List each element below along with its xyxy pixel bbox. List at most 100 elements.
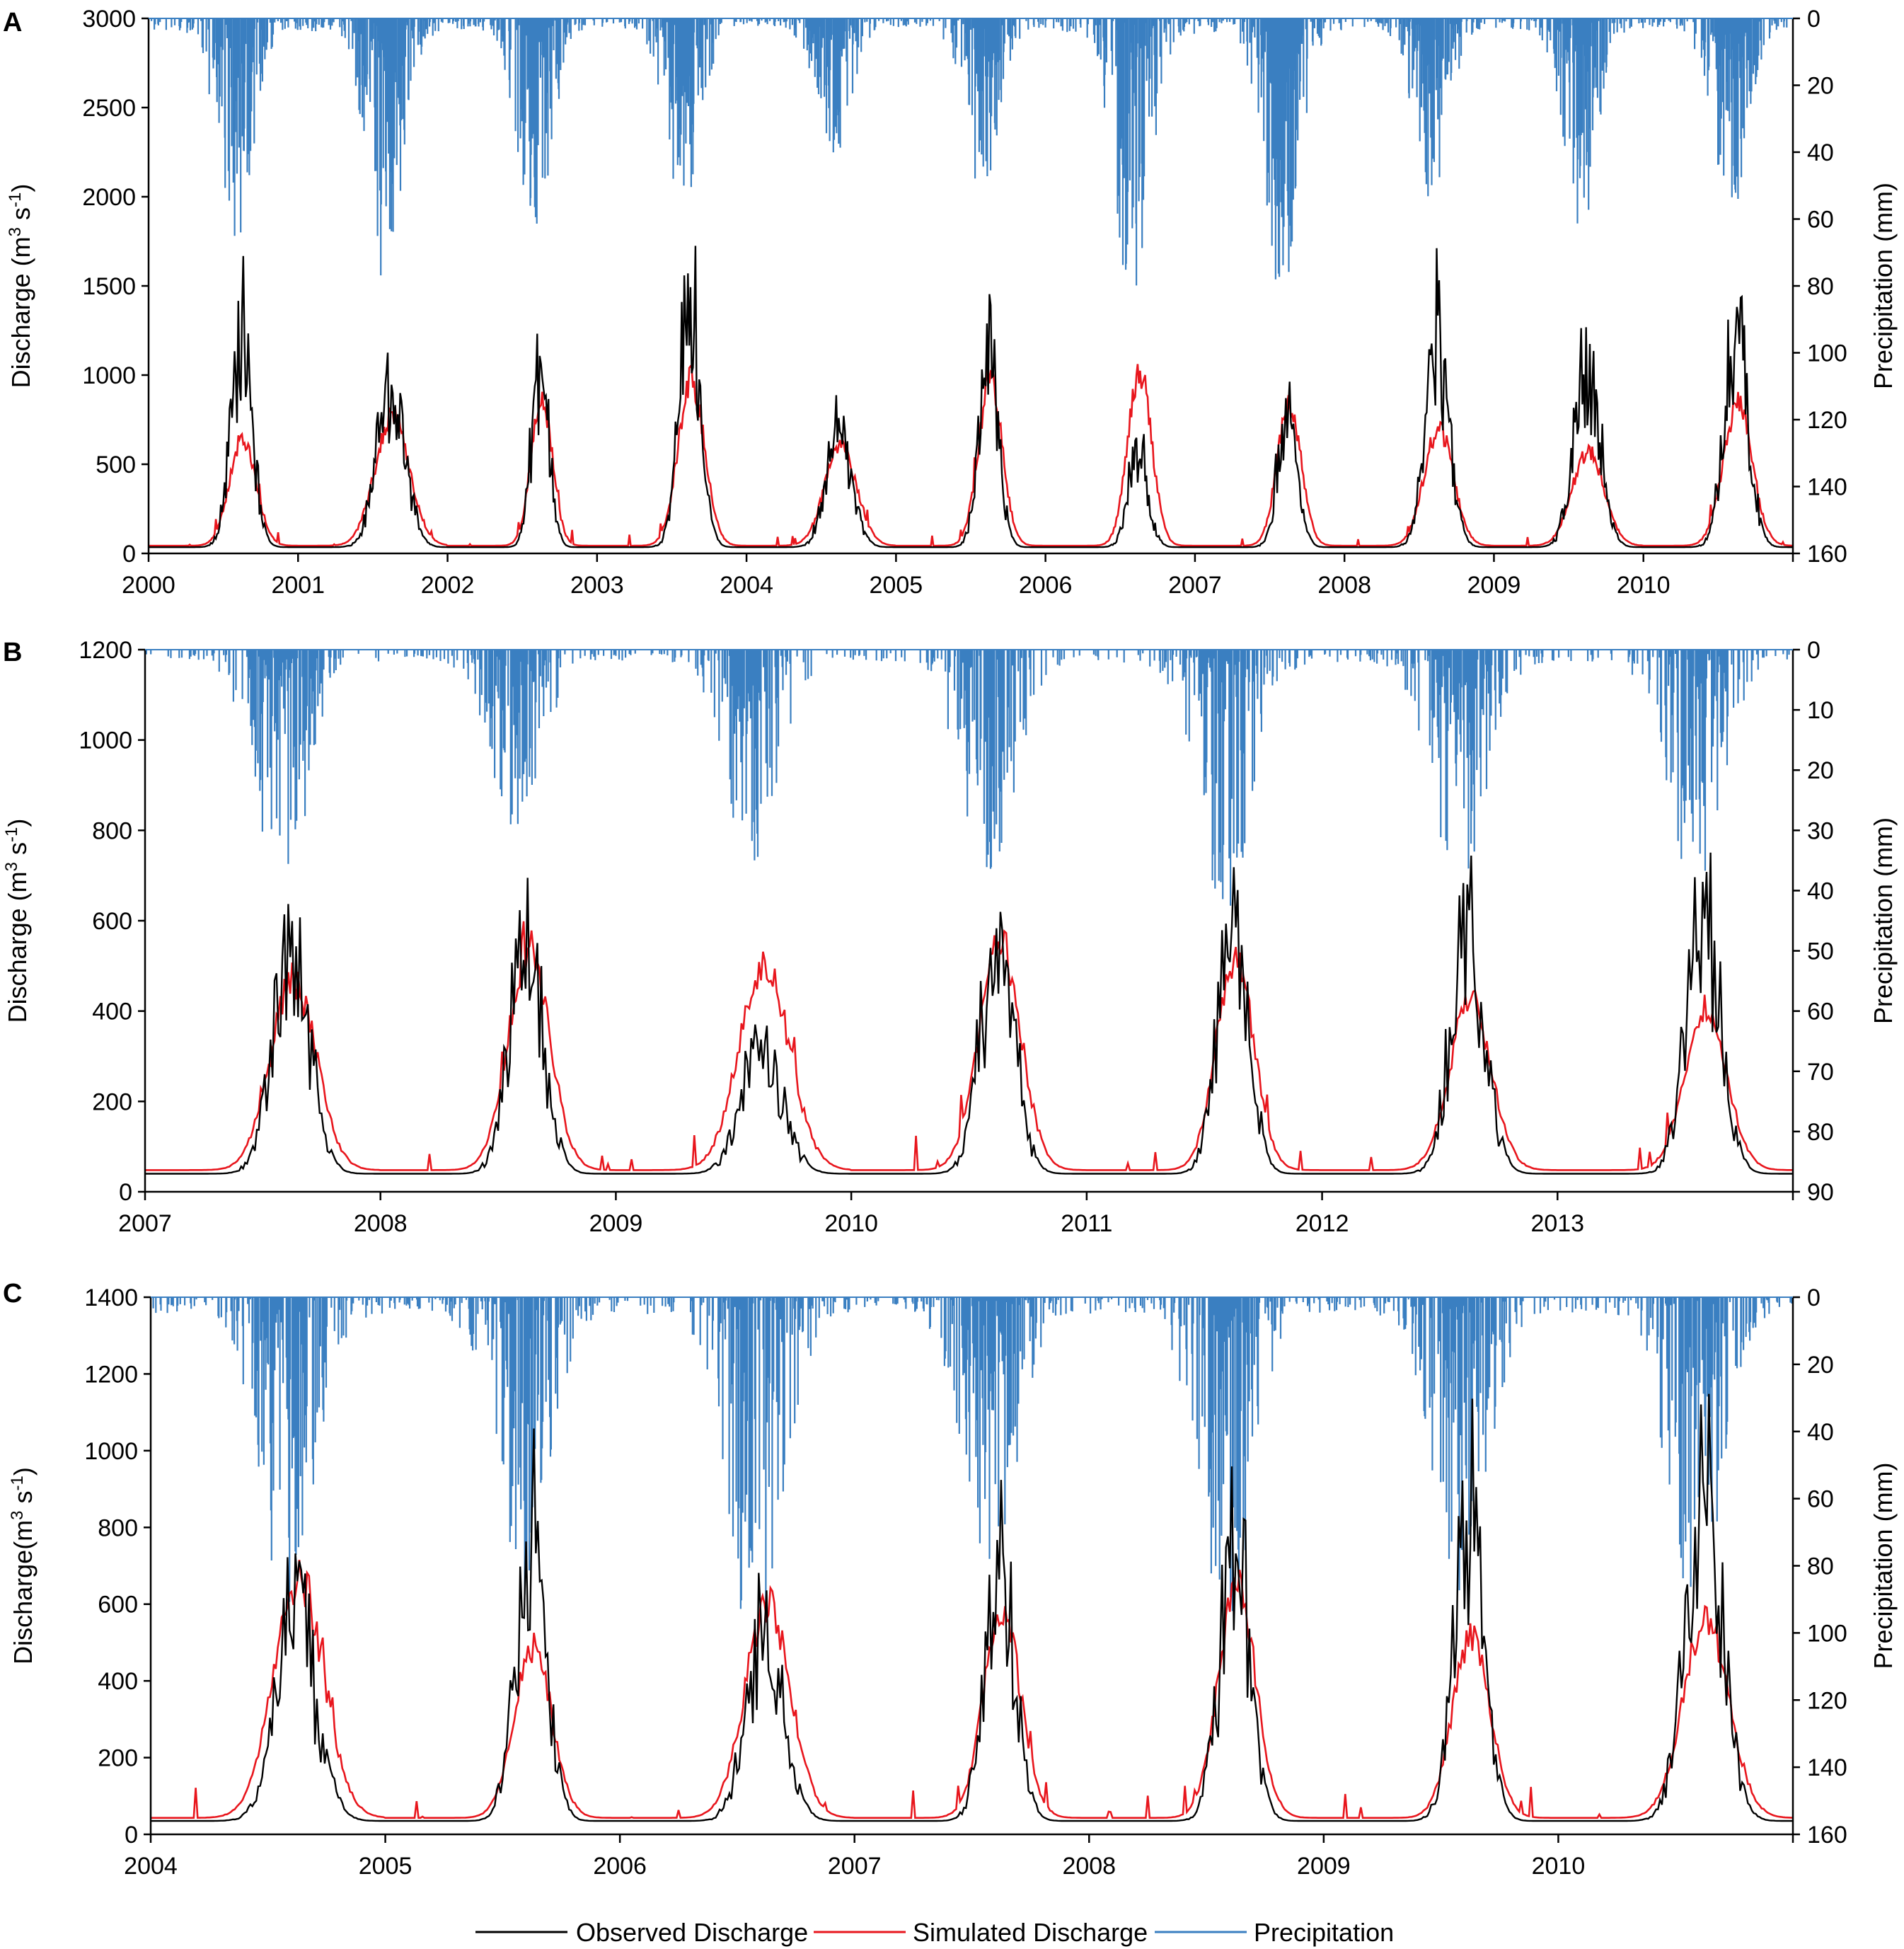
legend-precipitation-label: Precipitation <box>1254 1918 1394 1947</box>
y-tick-label: 400 <box>92 999 132 1025</box>
y-tick-label: 1000 <box>84 1438 138 1465</box>
x-tick-label: 2006 <box>593 1853 647 1880</box>
panel-c-y2-axis-label: Precipitation (mm) <box>1869 1462 1898 1669</box>
x-tick-label: 2008 <box>1062 1853 1116 1880</box>
x-tick-label: 2013 <box>1530 1210 1584 1237</box>
precipitation-bars <box>151 18 1788 286</box>
x-tick-label: 2001 <box>271 572 325 599</box>
y2-tick-label: 50 <box>1807 938 1834 965</box>
x-tick-label: 2009 <box>589 1210 643 1237</box>
x-tick-label: 2010 <box>1617 572 1671 599</box>
y2-tick-label: 40 <box>1807 1419 1834 1446</box>
legend-simulated-label: Simulated Discharge <box>913 1918 1148 1947</box>
y2-tick-label: 80 <box>1807 1119 1834 1146</box>
panel-a-y-axis-label: Discharge (m3 s-1) <box>6 184 36 389</box>
y-tick-label: 1200 <box>84 1361 138 1388</box>
y-tick-label: 400 <box>98 1668 138 1695</box>
y-tick-label: 2500 <box>82 95 136 122</box>
panel-c-observed-discharge-line <box>151 1393 1793 1822</box>
x-tick-label: 2007 <box>1168 572 1222 599</box>
panel-c-y-axis-label: Discharge(m3 s-1) <box>8 1467 38 1665</box>
panel-b-y-axis-label: Discharge (m3 s-1) <box>2 819 33 1023</box>
precipitation-bars <box>152 1297 1793 1623</box>
panel-b-axes: 0 200 400 600 800 1000 1200 0 10 20 30 40 50 60 70 80 90… <box>79 637 1833 1237</box>
x-tick-label: 2006 <box>1019 572 1073 599</box>
y-tick-label: 1500 <box>82 273 136 300</box>
y-tick-label: 0 <box>125 1822 138 1849</box>
panel-label-c: C <box>3 1279 22 1309</box>
y-tick-label: 1200 <box>79 637 132 664</box>
y-tick-label: 200 <box>98 1745 138 1772</box>
y-tick-label: 600 <box>98 1592 138 1619</box>
x-tick-label: 2005 <box>359 1853 412 1880</box>
panel-a: 0 500 1000 1500 2000 2500 3000 0 20 40 60 80 100 120 1… <box>6 6 1898 599</box>
y-tick-label: 1000 <box>82 362 136 389</box>
panel-label-a: A <box>3 8 22 38</box>
y-tick-label: 1400 <box>84 1284 138 1311</box>
x-tick-label: 2007 <box>118 1210 172 1237</box>
y2-tick-label: 160 <box>1807 541 1847 568</box>
x-tick-label: 2008 <box>1317 572 1371 599</box>
y2-tick-label: 60 <box>1807 1486 1834 1513</box>
y2-tick-label: 0 <box>1807 6 1821 33</box>
x-tick-label: 2009 <box>1297 1853 1351 1880</box>
panel-label-b: B <box>3 638 22 667</box>
panel-c-precipitation-bars <box>152 1297 1793 1623</box>
panel-b-precipitation-bars <box>145 650 1790 906</box>
x-tick-label: 2008 <box>354 1210 408 1237</box>
panel-b-simulated-discharge-line <box>145 921 1793 1171</box>
x-tick-label: 2011 <box>1061 1210 1112 1237</box>
y2-tick-label: 140 <box>1807 474 1847 501</box>
panel-b: 0 200 400 600 800 1000 1200 0 10 20 30 40 50 60 70 80 90… <box>2 637 1898 1237</box>
y2-tick-label: 70 <box>1807 1059 1834 1086</box>
y2-tick-label: 60 <box>1807 999 1834 1025</box>
y-tick-label: 500 <box>96 452 136 478</box>
y2-tick-label: 0 <box>1807 1284 1821 1311</box>
y-tick-label: 1000 <box>79 728 132 754</box>
y-tick-label: 3000 <box>82 6 136 33</box>
legend: Observed Discharge Simulated Discharge P… <box>475 1918 1394 1947</box>
y2-tick-label: 120 <box>1807 407 1847 434</box>
y2-tick-label: 20 <box>1807 73 1834 100</box>
panel-a-simulated-discharge-line <box>149 364 1793 547</box>
y-tick-label: 0 <box>122 541 136 568</box>
x-tick-label: 2004 <box>720 572 773 599</box>
x-tick-label: 2010 <box>824 1210 878 1237</box>
y2-tick-label: 90 <box>1807 1179 1834 1206</box>
y2-tick-label: 100 <box>1807 340 1847 367</box>
x-tick-label: 2002 <box>421 572 475 599</box>
y2-tick-label: 10 <box>1807 697 1834 724</box>
y-tick-label: 200 <box>92 1088 132 1115</box>
y2-tick-label: 120 <box>1807 1687 1847 1714</box>
x-tick-label: 2004 <box>124 1853 178 1880</box>
y2-tick-label: 80 <box>1807 273 1834 300</box>
x-tick-label: 2012 <box>1296 1210 1349 1237</box>
y-tick-label: 800 <box>92 817 132 844</box>
y2-tick-label: 20 <box>1807 757 1834 784</box>
panel-c-axes: 0 200 400 600 800 1000 1200 1400 0 20 40 60 80 100 120… <box>84 1284 1847 1880</box>
x-tick-label: 2007 <box>828 1853 882 1880</box>
y2-tick-label: 20 <box>1807 1352 1834 1379</box>
y2-tick-label: 30 <box>1807 817 1834 844</box>
panel-a-y2-axis-label: Precipitation (mm) <box>1869 183 1898 389</box>
panel-b-observed-discharge-line <box>145 852 1793 1175</box>
y2-tick-label: 40 <box>1807 139 1834 166</box>
x-tick-label: 2010 <box>1532 1853 1586 1880</box>
legend-observed-label: Observed Discharge <box>576 1918 808 1947</box>
x-tick-label: 2003 <box>570 572 624 599</box>
x-tick-label: 2005 <box>870 572 923 599</box>
y-tick-label: 2000 <box>82 184 136 211</box>
panel-a-axes: 0 500 1000 1500 2000 2500 3000 0 20 40 60 80 100 120 1… <box>82 6 1847 599</box>
y2-tick-label: 40 <box>1807 878 1834 904</box>
panel-c: 0 200 400 600 800 1000 1200 1400 0 20 40 60 80 100 120… <box>8 1284 1898 1880</box>
y2-tick-label: 60 <box>1807 207 1834 234</box>
panel-a-observed-discharge-line <box>149 246 1793 548</box>
y2-tick-label: 80 <box>1807 1553 1834 1580</box>
y2-tick-label: 160 <box>1807 1822 1847 1849</box>
panel-b-y2-axis-label: Precipitation (mm) <box>1869 817 1898 1024</box>
panel-a-precipitation-bars <box>151 18 1788 286</box>
y-tick-label: 800 <box>98 1514 138 1541</box>
panel-c-simulated-discharge-line <box>151 1560 1794 1819</box>
x-tick-label: 2009 <box>1467 572 1521 599</box>
